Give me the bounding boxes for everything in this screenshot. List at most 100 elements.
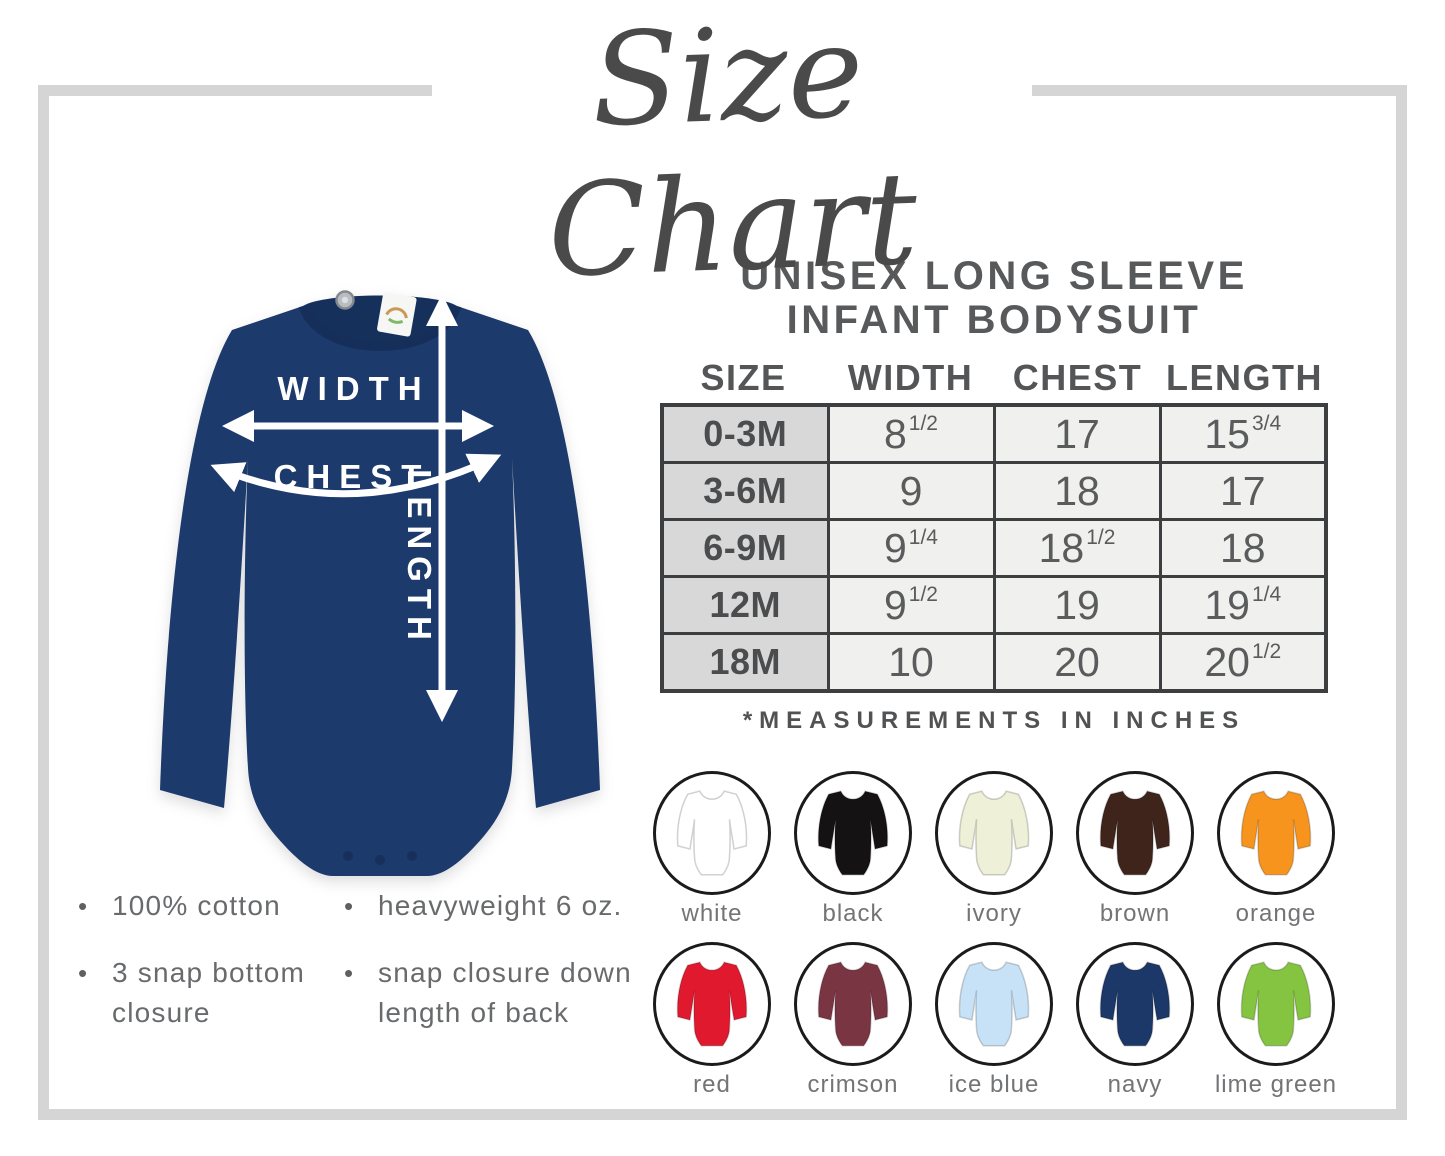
color-swatch-orange: orange bbox=[1214, 771, 1338, 928]
bullet-icon: • bbox=[344, 957, 355, 988]
product-heading-line2: INFANT BODYSUIT bbox=[786, 298, 1202, 342]
length-cell: 153/4 bbox=[1158, 403, 1328, 464]
width-label: WIDTH bbox=[277, 370, 430, 407]
bottom-snaps bbox=[343, 851, 417, 865]
swatch-label: ivory bbox=[966, 900, 1022, 927]
feature-text: snap closure down length of back bbox=[378, 956, 632, 1029]
swatch-circle bbox=[1217, 942, 1335, 1066]
swatch-circle bbox=[1076, 942, 1194, 1066]
length-cell: 191/4 bbox=[1158, 575, 1328, 635]
swatch-circle bbox=[1217, 771, 1335, 895]
bodysuit-icon bbox=[674, 782, 750, 884]
neck-tag bbox=[377, 292, 417, 337]
color-swatch-red: red bbox=[650, 942, 774, 1099]
feature-item: • snap closure down length of back bbox=[344, 953, 644, 1034]
swatch-circle bbox=[935, 771, 1053, 895]
length-cell: 18 bbox=[1158, 518, 1328, 578]
feature-text: heavyweight 6 oz. bbox=[378, 890, 623, 921]
swatch-label: brown bbox=[1099, 900, 1171, 927]
size-cell: 0-3M bbox=[660, 403, 830, 464]
shoulder-snap-icon bbox=[335, 290, 355, 310]
bullet-icon: • bbox=[78, 957, 89, 988]
swatch-label: white bbox=[681, 900, 743, 927]
color-swatch-lime-green: lime green bbox=[1214, 942, 1338, 1099]
chest-cell: 20 bbox=[992, 632, 1162, 693]
chest-cell: 17 bbox=[992, 403, 1162, 464]
swatch-circle bbox=[794, 942, 912, 1066]
bodysuit-icon bbox=[1097, 782, 1173, 884]
color-swatch-black: black bbox=[791, 771, 915, 928]
swatch-circle bbox=[794, 771, 912, 895]
length-cell: 201/2 bbox=[1158, 632, 1328, 693]
column-header-chest: CHEST bbox=[1012, 357, 1143, 398]
length-label: LENGTH bbox=[401, 469, 438, 647]
swatch-circle bbox=[653, 771, 771, 895]
swatch-label: ice blue bbox=[948, 1071, 1040, 1098]
size-cell: 3-6M bbox=[660, 461, 830, 521]
size-cell: 12M bbox=[660, 575, 830, 635]
bodysuit-icon bbox=[815, 953, 891, 1055]
size-cell: 6-9M bbox=[660, 518, 830, 578]
bullet-icon: • bbox=[78, 891, 89, 921]
chest-cell: 181/2 bbox=[992, 518, 1162, 578]
product-heading: UNISEX LONG SLEEVE INFANT BODYSUIT bbox=[648, 254, 1340, 342]
table-row: 6-9M 91/4 181/2 18 bbox=[660, 518, 1328, 578]
bodysuit-icon bbox=[815, 782, 891, 884]
column-header-size: SIZE bbox=[700, 357, 787, 398]
measurements-note: *MEASUREMENTS IN INCHES bbox=[742, 707, 1246, 734]
length-cell: 17 bbox=[1158, 461, 1328, 521]
swatch-circle bbox=[1076, 771, 1194, 895]
swatch-circle bbox=[653, 942, 771, 1066]
width-cell: 10 bbox=[826, 632, 996, 693]
swatch-label: red bbox=[693, 1071, 731, 1098]
swatch-label: crimson bbox=[807, 1071, 899, 1098]
bodysuit-icon bbox=[1238, 782, 1314, 884]
table-row: 3-6M 9 18 17 bbox=[660, 461, 1328, 521]
bodysuit-icon bbox=[1238, 953, 1314, 1055]
size-table-header: SIZE WIDTH CHEST LENGTH bbox=[660, 357, 1328, 399]
swatch-label: lime green bbox=[1214, 1071, 1338, 1098]
column-header-length: LENGTH bbox=[1166, 357, 1323, 398]
chest-cell: 18 bbox=[992, 461, 1162, 521]
page-title: Size Chart bbox=[545, 0, 920, 307]
size-cell: 18M bbox=[660, 632, 830, 693]
color-swatch-ice-blue: ice blue bbox=[932, 942, 1056, 1099]
feature-item: • 3 snap bottom closure bbox=[78, 953, 340, 1034]
column-header-width: WIDTH bbox=[847, 357, 974, 398]
swatch-circle bbox=[935, 942, 1053, 1066]
bodysuit-icon bbox=[956, 953, 1032, 1055]
table-row: 18M 10 20 201/2 bbox=[660, 632, 1328, 693]
color-swatch-brown: brown bbox=[1073, 771, 1197, 928]
bodysuit-icon bbox=[956, 782, 1032, 884]
bodysuit-diagram: WIDTH CHEST LENGTH bbox=[160, 290, 600, 876]
width-cell: 9 bbox=[826, 461, 996, 521]
title-mask bbox=[432, 78, 1032, 104]
feature-text: 3 snap bottom closure bbox=[112, 956, 306, 1029]
width-cell: 81/2 bbox=[826, 403, 996, 464]
bullet-icon: • bbox=[344, 891, 355, 921]
feature-list: • 100% cotton • 3 snap bottom closure • … bbox=[78, 886, 644, 1034]
table-row: 0-3M 81/2 17 153/4 bbox=[660, 403, 1328, 464]
chest-cell: 19 bbox=[992, 575, 1162, 635]
feature-item: • heavyweight 6 oz. bbox=[344, 886, 644, 927]
swatch-label: orange bbox=[1235, 900, 1317, 927]
product-heading-line1: UNISEX LONG SLEEVE bbox=[740, 254, 1248, 298]
bodysuit-icon bbox=[674, 953, 750, 1055]
color-swatch-ivory: ivory bbox=[932, 771, 1056, 928]
swatch-label: navy bbox=[1107, 1071, 1163, 1098]
color-swatch-crimson: crimson bbox=[791, 942, 915, 1099]
color-swatch-grid: white black ivory brown orange bbox=[648, 771, 1340, 1099]
chest-label: CHEST bbox=[274, 458, 431, 495]
color-swatch-navy: navy bbox=[1073, 942, 1197, 1099]
feature-text: 100% cotton bbox=[112, 890, 281, 921]
bodysuit-silhouette bbox=[160, 306, 600, 876]
size-panel: UNISEX LONG SLEEVE INFANT BODYSUIT SIZE … bbox=[648, 254, 1340, 1099]
bodysuit-icon bbox=[1097, 953, 1173, 1055]
swatch-label: black bbox=[822, 900, 884, 927]
table-row: 12M 91/2 19 191/4 bbox=[660, 575, 1328, 635]
feature-item: • 100% cotton bbox=[78, 886, 340, 927]
width-cell: 91/4 bbox=[826, 518, 996, 578]
size-table: 0-3M 81/2 17 153/4 3-6M 9 18 17 6-9M 91/… bbox=[660, 403, 1328, 693]
width-cell: 91/2 bbox=[826, 575, 996, 635]
